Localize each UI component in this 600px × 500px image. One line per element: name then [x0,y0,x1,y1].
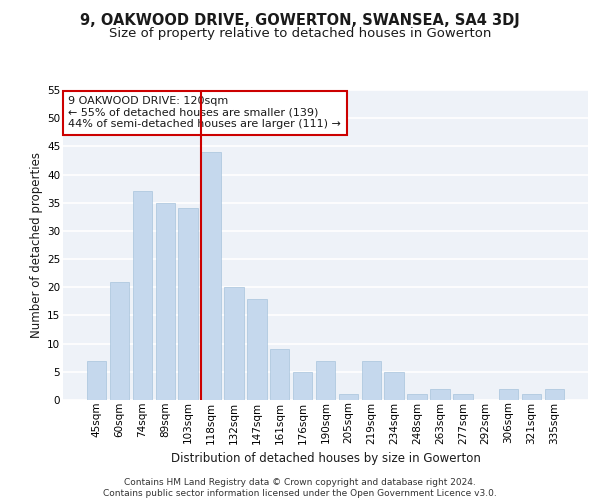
Bar [316,360,335,400]
X-axis label: Distribution of detached houses by size in Gowerton: Distribution of detached houses by size … [170,452,481,465]
Bar [202,152,221,400]
Bar [338,394,358,400]
Bar [87,360,106,400]
Bar [430,388,449,400]
Text: 9, OAKWOOD DRIVE, GOWERTON, SWANSEA, SA4 3DJ: 9, OAKWOOD DRIVE, GOWERTON, SWANSEA, SA4… [80,12,520,28]
Bar [522,394,541,400]
Bar [133,192,152,400]
Bar [545,388,564,400]
Y-axis label: Number of detached properties: Number of detached properties [30,152,43,338]
Bar [407,394,427,400]
Bar [499,388,518,400]
Bar [247,298,266,400]
Bar [293,372,313,400]
Bar [224,288,244,400]
Bar [155,202,175,400]
Bar [270,350,289,400]
Bar [178,208,198,400]
Text: 9 OAKWOOD DRIVE: 120sqm
← 55% of detached houses are smaller (139)
44% of semi-d: 9 OAKWOOD DRIVE: 120sqm ← 55% of detache… [68,96,341,130]
Text: Contains HM Land Registry data © Crown copyright and database right 2024.
Contai: Contains HM Land Registry data © Crown c… [103,478,497,498]
Bar [453,394,473,400]
Bar [385,372,404,400]
Bar [362,360,381,400]
Bar [110,282,129,400]
Text: Size of property relative to detached houses in Gowerton: Size of property relative to detached ho… [109,28,491,40]
